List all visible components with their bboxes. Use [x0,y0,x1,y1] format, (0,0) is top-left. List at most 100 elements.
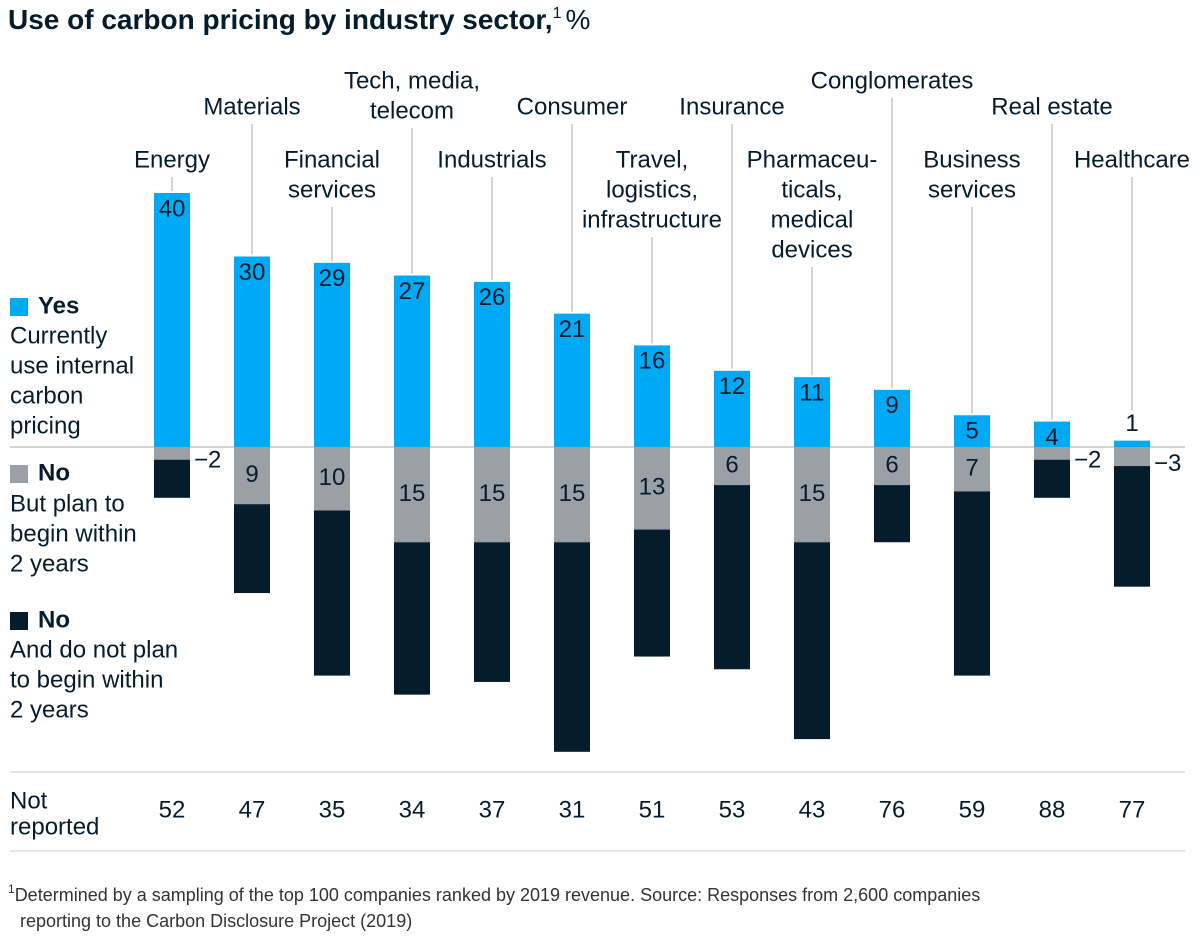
not-reported-value: 76 [879,796,906,823]
legend-description: to begin within [10,666,163,693]
data-label: 33 [559,719,586,746]
category-label: services [928,176,1016,203]
data-label: 31 [799,706,826,733]
category-label: Materials [203,93,300,120]
title-unit: % [565,4,590,35]
data-label: 12 [719,373,746,400]
legend-label: No [38,459,70,486]
legend-swatch [10,465,28,483]
data-label: 15 [479,480,506,507]
footnote-line: Determined by a sampling of the top 100 … [15,885,981,905]
data-label: −2 [194,447,221,474]
data-label: 15 [399,480,426,507]
data-label: 21 [559,316,586,343]
data-label: 14 [239,560,266,587]
data-label: 24 [399,662,426,689]
footnote-mark: 1 [8,882,15,896]
bar-segment [474,542,510,682]
bar-segment [714,447,750,486]
data-label: 29 [719,637,746,664]
bar-segment [874,485,910,543]
data-label: 26 [479,284,506,311]
bar-segment [154,447,190,460]
bar-segment [554,447,590,543]
bar-segment [954,491,990,676]
data-label: 15 [799,480,826,507]
data-label: 26 [319,643,346,670]
not-reported-value: 35 [319,796,346,823]
data-label: 4 [1045,424,1058,451]
data-label: 7 [965,455,978,482]
category-label: Tech, media, [344,67,480,94]
not-reported-value: 34 [399,796,426,823]
data-label: −3 [1154,450,1181,477]
data-label: 9 [885,392,898,419]
bar-segment [794,377,830,447]
not-reported-label: reported [10,813,99,840]
legend-description: Currently [10,322,107,349]
data-label: 5 [965,418,978,445]
not-reported-value: 88 [1039,796,1066,823]
category-label: Business [923,146,1020,173]
category-label: Industrials [437,146,546,173]
category-label: Travel, [616,146,688,173]
category-label: Conglomerates [811,67,974,94]
not-reported-value: 37 [479,796,506,823]
not-reported-value: 31 [559,796,586,823]
category-label: telecom [370,97,454,124]
bar-segment [314,447,350,511]
title-note: 1 [553,5,562,22]
category-label: Energy [134,146,210,173]
data-label: 20 [639,624,666,651]
data-label: 6 [725,451,738,478]
legend-description: But plan to [10,490,125,517]
data-label: 13 [639,474,666,501]
bar-segment [234,447,270,505]
category-label: logistics, [606,176,698,203]
bar-segment [954,415,990,447]
bar-segment [874,447,910,486]
data-label: 11 [800,379,825,406]
bar-segment [714,370,750,447]
category-label: Pharmaceu- [747,146,878,173]
category-label: devices [771,236,852,263]
bar-segment [634,447,670,530]
title-text: Use of carbon pricing by industry sector… [8,4,553,35]
bar-segment [634,529,670,657]
bar-segment [314,510,350,676]
legend-label: Yes [38,292,79,319]
data-label: 1 [1125,410,1138,437]
bar-segment [394,447,430,543]
category-label: Healthcare [1074,146,1190,173]
category-label: medical [771,206,854,233]
category-label: Consumer [517,93,628,120]
bar-segment [1034,459,1070,498]
data-label: 15 [559,480,586,507]
legend-label: No [38,606,70,633]
bar-segment [794,447,830,543]
not-reported-value: 51 [639,796,666,823]
legend-description: carbon [10,382,83,409]
bar-segment [394,275,430,447]
legend-description: pricing [10,412,81,439]
bar-segment [474,447,510,543]
data-label: 22 [479,649,506,676]
footnote-line: reporting to the Carbon Disclosure Proje… [20,911,412,931]
category-label: infrastructure [582,206,722,233]
legend-description: 2 years [10,550,89,577]
data-label: 6 [1045,465,1058,492]
bar-segment [1034,421,1070,447]
bar-segment [234,504,270,594]
data-label: 6 [885,451,898,478]
bar-segment [154,193,190,447]
data-label: −2 [1074,447,1101,474]
not-reported-value: 43 [799,796,826,823]
bar-segment [954,447,990,492]
category-label: Real estate [991,93,1112,120]
data-label: 9 [245,461,258,488]
legend-description: 2 years [10,696,89,723]
bar-segment [1114,466,1150,587]
not-reported-label: Not [10,787,48,814]
bar-segment [554,542,590,752]
category-label: ticals, [781,176,842,203]
